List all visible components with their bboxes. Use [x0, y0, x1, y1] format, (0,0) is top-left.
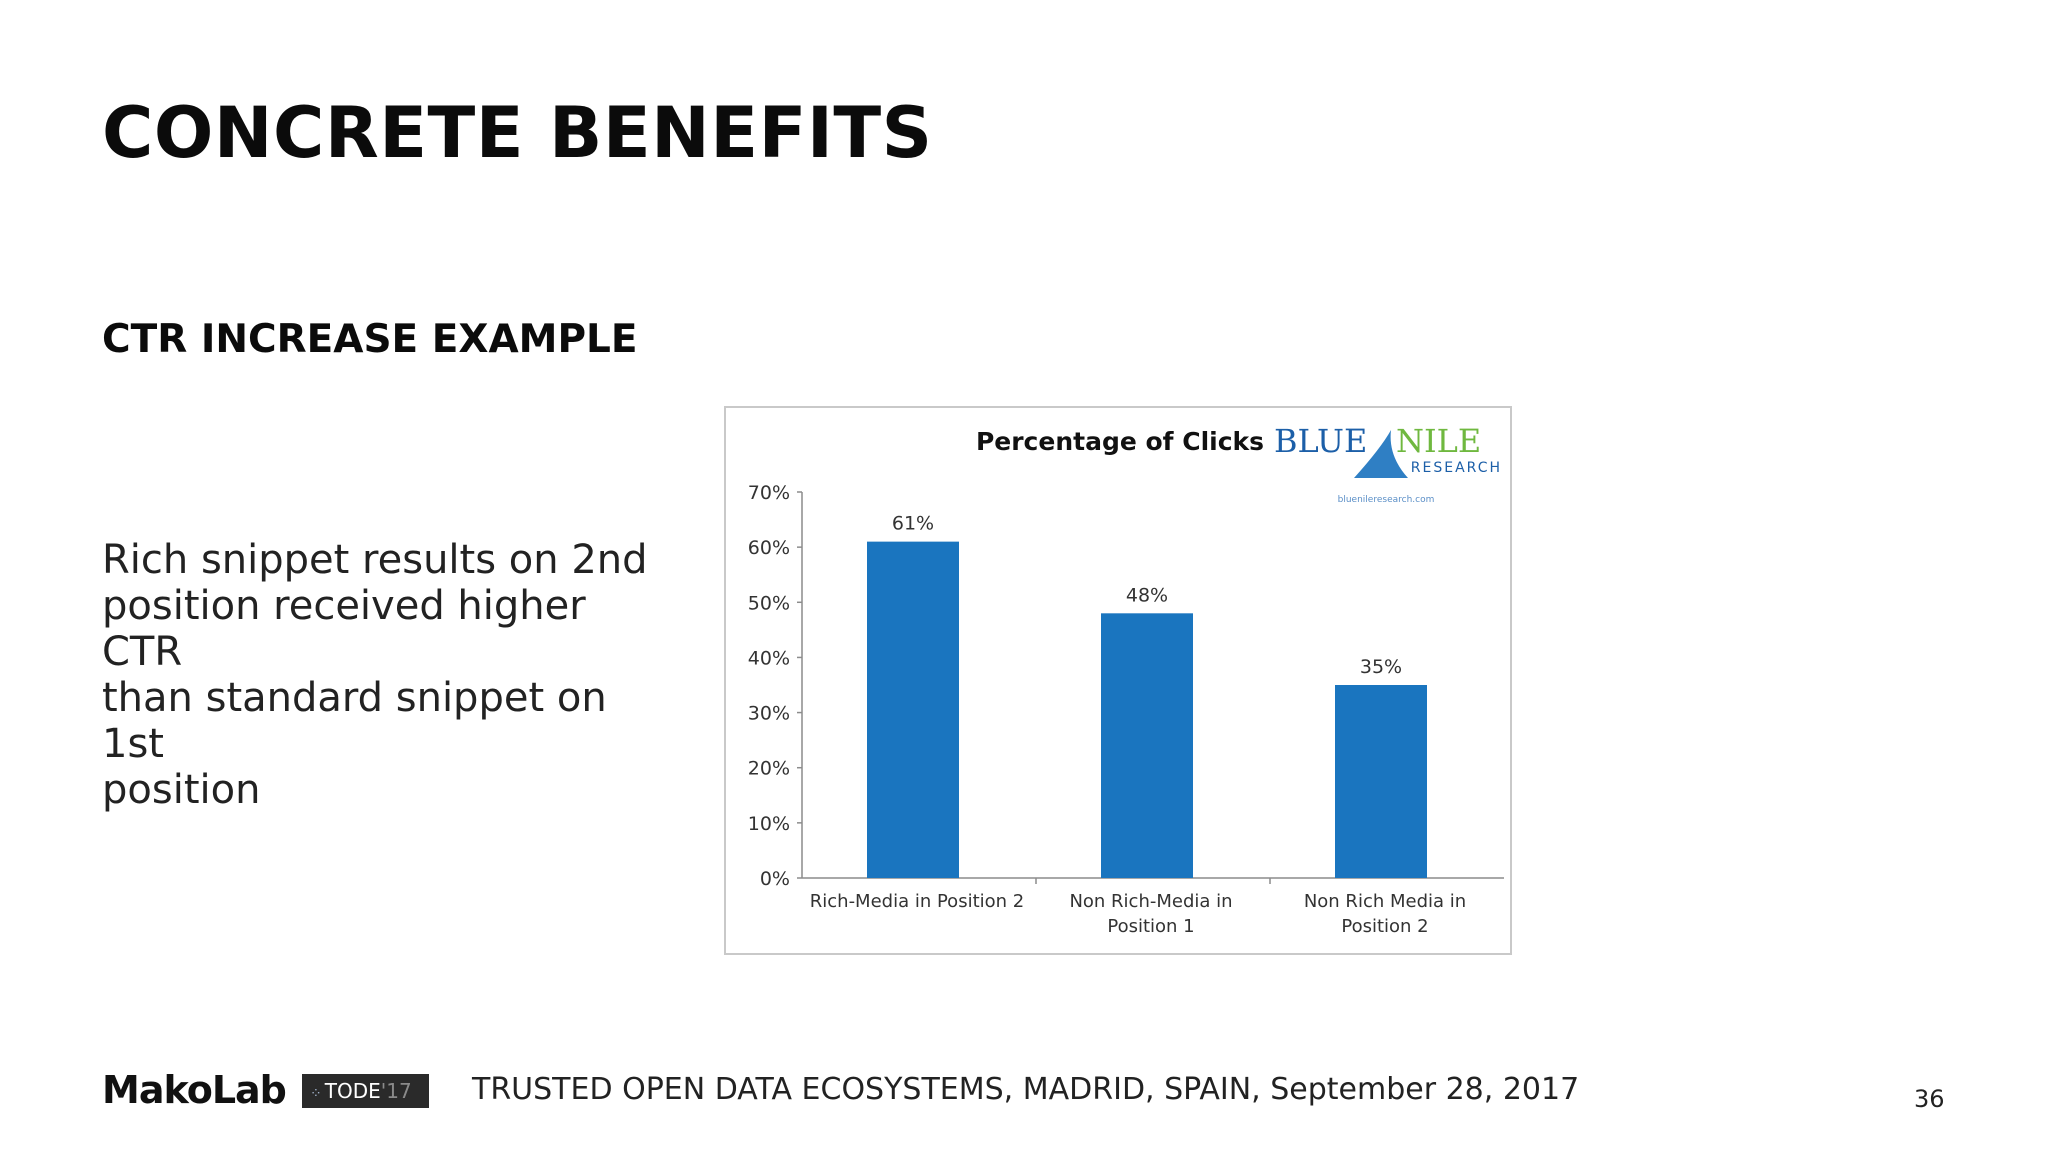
y-tick-label: 0% — [760, 868, 790, 890]
body-line: position — [102, 767, 261, 813]
dots-icon: ⁘ — [310, 1086, 322, 1102]
y-tick-label: 60% — [748, 537, 790, 559]
y-tick-label: 10% — [748, 813, 790, 835]
body-line: position received higher CTR — [102, 583, 586, 675]
logo-blue-text: BLUE — [1274, 422, 1367, 460]
body-line: Rich snippet results on 2nd — [102, 537, 648, 583]
blue-nile-logo: BLUE NILE RESEARCH bluenileresearch.com — [1274, 422, 1502, 505]
bar-chart: Percentage of Clicks BLUE NILE RESEARCH … — [748, 422, 1504, 937]
category-label: Non Rich-Media in — [1069, 891, 1232, 912]
slide-title: CONCRETE BENEFITS — [102, 92, 933, 174]
page-number: 36 — [1914, 1085, 1945, 1113]
sail-icon — [1354, 430, 1408, 478]
footer-text: TRUSTED OPEN DATA ECOSYSTEMS, MADRID, SP… — [472, 1072, 1580, 1107]
logo-research-text: RESEARCH — [1411, 460, 1502, 476]
tode-year: '17 — [380, 1079, 412, 1103]
tode-badge: ⁘ TODE'17 — [302, 1074, 429, 1108]
makolab-logo: MakoLab — [102, 1068, 287, 1112]
bar — [1101, 613, 1193, 878]
y-tick-label: 20% — [748, 758, 790, 780]
data-label: 35% — [1360, 656, 1402, 678]
category-label: Non Rich Media in — [1304, 891, 1466, 912]
data-label: 61% — [892, 513, 934, 535]
category-label: Position 2 — [1341, 916, 1428, 937]
chart-frame: Percentage of Clicks BLUE NILE RESEARCH … — [724, 406, 1512, 955]
y-tick-label: 50% — [748, 592, 790, 614]
body-text: Rich snippet results on 2nd position rec… — [102, 537, 662, 813]
category-label: Position 1 — [1107, 916, 1194, 937]
logo-url-text: bluenileresearch.com — [1338, 495, 1435, 505]
bar — [867, 541, 959, 878]
y-tick-label: 40% — [748, 647, 790, 669]
bar — [1335, 685, 1427, 878]
slide-subtitle: CTR INCREASE EXAMPLE — [102, 317, 638, 362]
category-label: Rich-Media in Position 2 — [810, 891, 1024, 912]
tode-name: TODE — [324, 1079, 381, 1103]
body-line: than standard snippet on 1st — [102, 675, 607, 767]
chart-title: Percentage of Clicks — [976, 427, 1264, 456]
data-label: 48% — [1126, 584, 1168, 606]
y-tick-label: 70% — [748, 482, 790, 504]
y-tick-label: 30% — [748, 703, 790, 725]
logo-nile-text: NILE — [1396, 422, 1481, 460]
